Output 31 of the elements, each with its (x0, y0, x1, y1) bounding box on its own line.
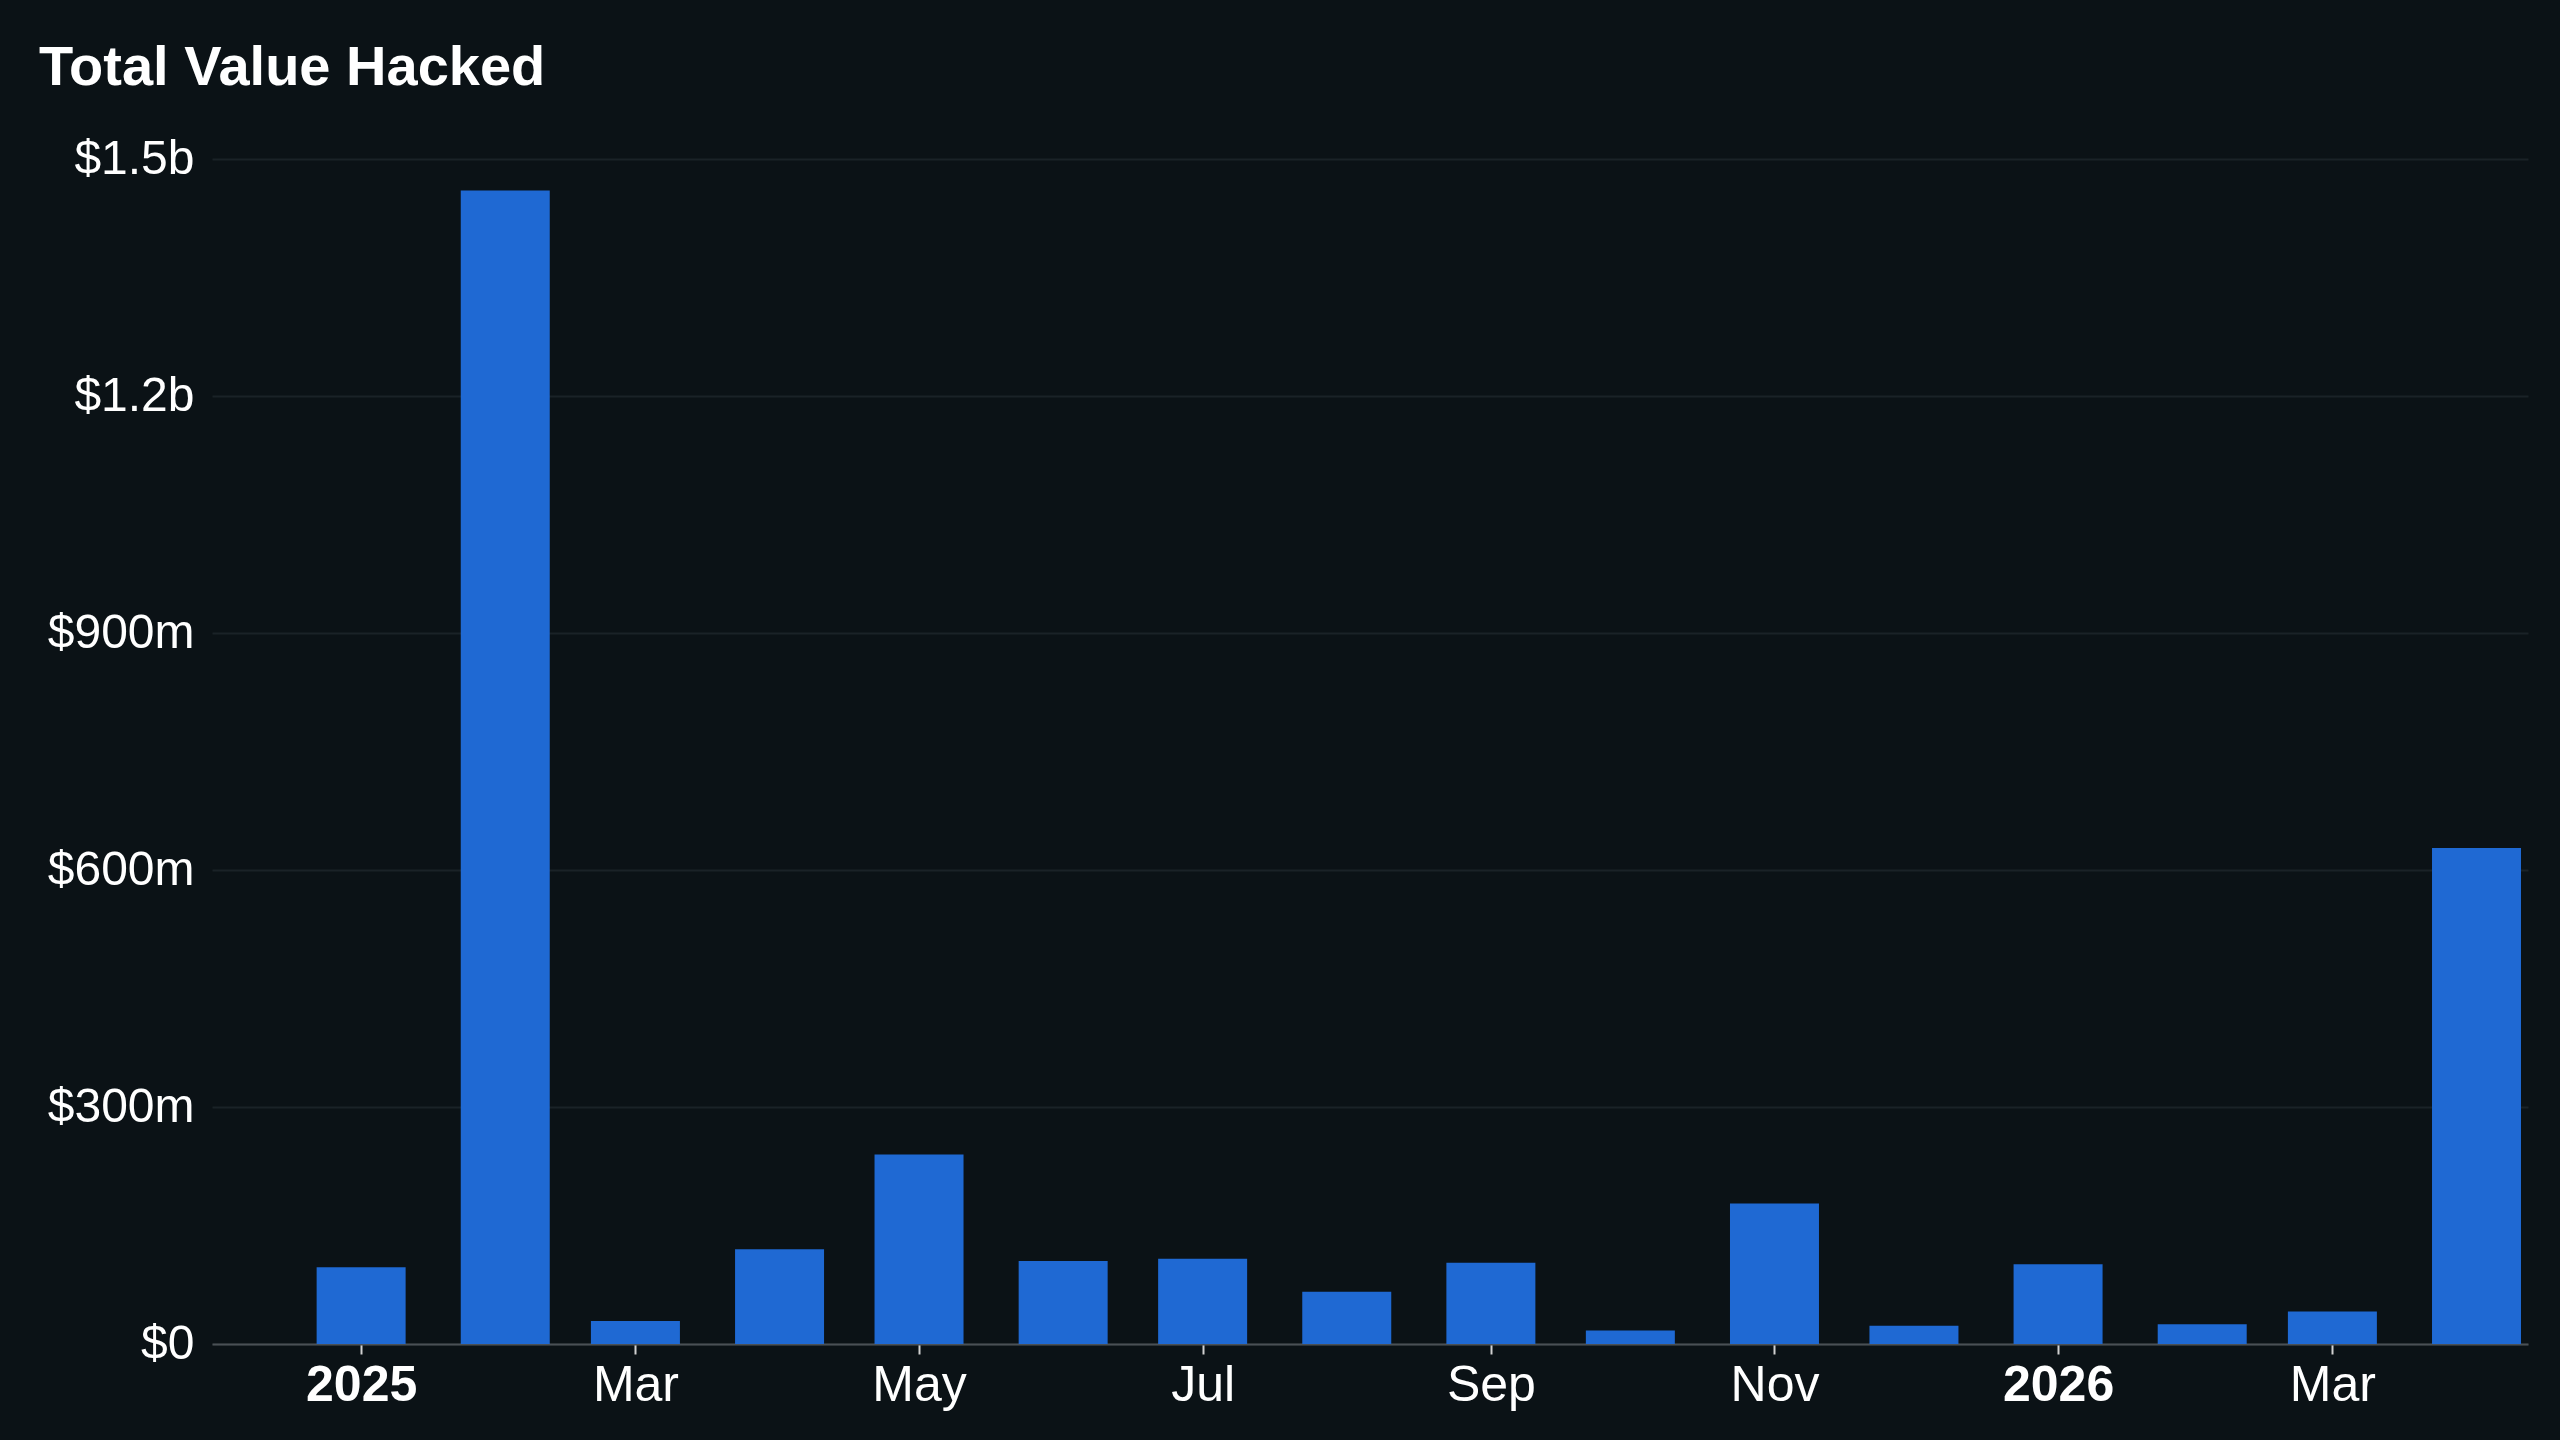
bar (874, 1154, 964, 1344)
bar (316, 1267, 406, 1344)
bar (2013, 1264, 2103, 1344)
y-tick-label: $300m (47, 1078, 195, 1132)
bar (2432, 847, 2522, 1344)
x-tick-label: Mar (592, 1355, 679, 1412)
bar (1446, 1262, 1536, 1344)
x-tick-label: Jul (1171, 1355, 1236, 1412)
bar (1729, 1203, 1819, 1344)
bar (2157, 1324, 2247, 1344)
x-tick-label: 2026 (2002, 1355, 2115, 1412)
x-tick-label: Nov (1730, 1355, 1820, 1412)
bar (1869, 1325, 1959, 1344)
y-tick-label: $0 (141, 1315, 195, 1369)
bar (2287, 1311, 2377, 1344)
bar (590, 1321, 680, 1344)
y-tick-label: $600m (47, 841, 195, 895)
y-tick-label: $1.5b (74, 130, 195, 184)
y-tick-label: $900m (47, 604, 195, 658)
bar (460, 190, 550, 1344)
x-tick-label: Mar (2289, 1355, 2376, 1412)
bar (1158, 1258, 1248, 1344)
bar (1018, 1261, 1108, 1344)
bar (735, 1249, 825, 1344)
chart-title: Total Value Hacked (39, 34, 546, 97)
x-tick-label: Sep (1446, 1355, 1536, 1412)
bar (1302, 1291, 1392, 1344)
bar (1585, 1330, 1675, 1344)
x-tick-label: 2025 (306, 1355, 418, 1412)
y-tick-label: $1.2b (74, 367, 195, 421)
x-tick-label: May (872, 1355, 967, 1412)
